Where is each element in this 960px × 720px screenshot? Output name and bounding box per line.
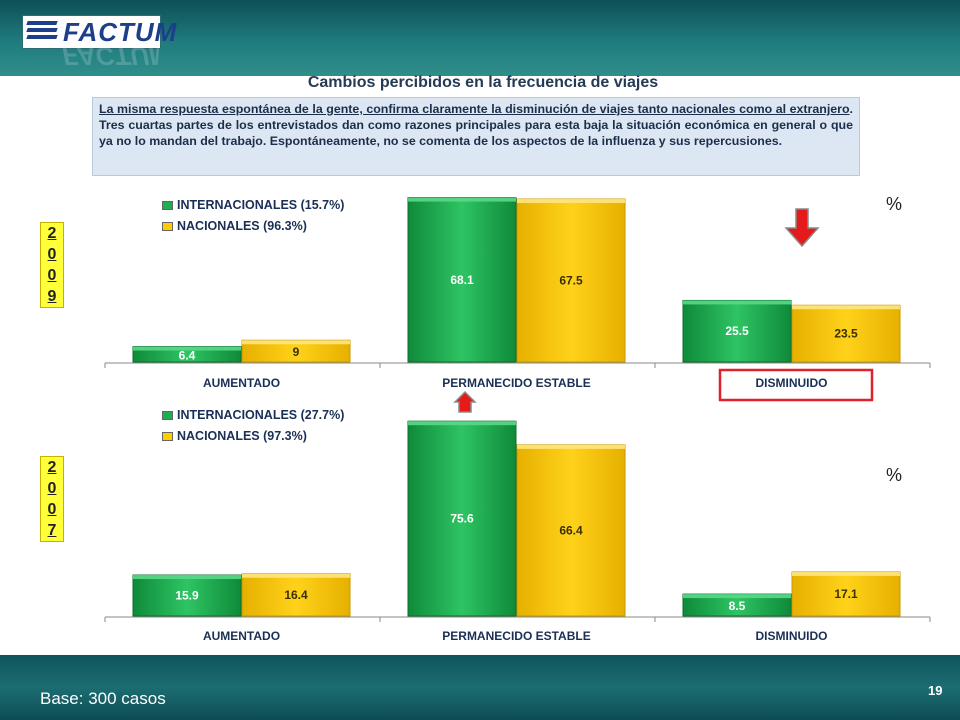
up-arrow-icon [453,390,477,413]
bar-highlight [517,444,625,449]
legend-2009: INTERNACIONALES (15.7%) NACIONALES (96.3… [162,195,344,237]
data-label: 17.1 [834,587,858,601]
year-badge-2009: 2 0 0 9 [40,222,64,308]
bar [407,420,517,617]
legend-swatch-green [162,411,173,420]
legend-item-internacionales: INTERNACIONALES (15.7%) [162,195,344,216]
percent-unit-2007: % [886,465,903,485]
summary-note: La misma respuesta espontánea de la gent… [92,97,860,176]
data-label: 8.5 [729,599,746,613]
bar [132,574,242,617]
data-label: 68.1 [450,273,474,287]
percent-unit-2009: % [886,194,903,214]
bar-highlight [792,305,900,310]
legend-label: NACIONALES (97.3%) [177,429,307,443]
data-label: 25.5 [725,324,749,338]
bar-highlight [517,199,625,204]
legend-swatch-green [162,201,173,210]
bar [682,299,792,363]
bar [516,198,626,363]
page-title: Cambios percibidos en la frecuencia de v… [307,74,659,91]
legend-swatch-yellow [162,222,173,231]
legend-2007: INTERNACIONALES (27.7%) NACIONALES (97.3… [162,405,344,447]
data-label: 15.9 [175,589,199,603]
year-digit: 0 [47,267,57,284]
data-label: 9 [293,345,300,359]
category-label: DISMINUIDO [756,376,828,390]
year-digit: 2 [47,225,57,242]
data-label: 16.4 [284,588,308,602]
footer-bar [0,655,960,720]
bar [241,573,351,617]
year-badge-2007: 2 0 0 7 [40,456,64,542]
down-arrow-icon [784,208,820,248]
summary-note-rest: . Tres cuartas partes de los entrevistad… [99,102,853,148]
bar-highlight [242,340,350,345]
category-label: PERMANECIDO ESTABLE [442,376,590,390]
legend-label: INTERNACIONALES (27.7%) [177,408,345,422]
legend-label: NACIONALES (96.3%) [177,219,307,233]
legend-item-internacionales: INTERNACIONALES (27.7%) [162,405,344,426]
legend-item-nacionales: NACIONALES (97.3%) [162,426,344,447]
summary-note-underlined: La misma respuesta espontánea de la gent… [99,102,850,116]
highlight-box [718,368,874,402]
logo-text: FACTUM [63,17,178,47]
data-label: 66.4 [559,523,583,537]
legend-item-nacionales: NACIONALES (96.3%) [162,216,344,237]
bar-highlight [133,346,241,351]
bar-highlight [683,594,791,599]
category-label: DISMINUIDO [756,629,828,643]
year-digit: 0 [47,246,57,263]
year-digit: 7 [47,522,57,539]
bar-highlight [408,421,516,426]
category-label: AUMENTADO [203,376,280,390]
category-label: AUMENTADO [203,629,280,643]
year-digit: 0 [47,501,57,518]
year-digit: 9 [47,288,57,305]
data-label: 23.5 [834,327,858,341]
bar [791,304,901,363]
bar-highlight [792,571,900,576]
bar-highlight [683,300,791,305]
page-number: 19 [928,683,943,698]
base-label: Base: 300 casos [40,689,166,708]
data-label: 75.6 [450,512,474,526]
legend-label: INTERNACIONALES (15.7%) [177,198,345,212]
bar-highlight [242,573,350,578]
bar-highlight [133,575,241,580]
category-label: PERMANECIDO ESTABLE [442,629,590,643]
legend-swatch-yellow [162,432,173,441]
bar-highlight [408,197,516,202]
year-digit: 0 [47,480,57,497]
bar [516,444,626,617]
data-label: 67.5 [559,274,583,288]
bar [407,197,517,363]
factum-logo: FACTUM [22,15,176,49]
year-digit: 2 [47,459,57,476]
data-label: 6.4 [179,348,196,362]
